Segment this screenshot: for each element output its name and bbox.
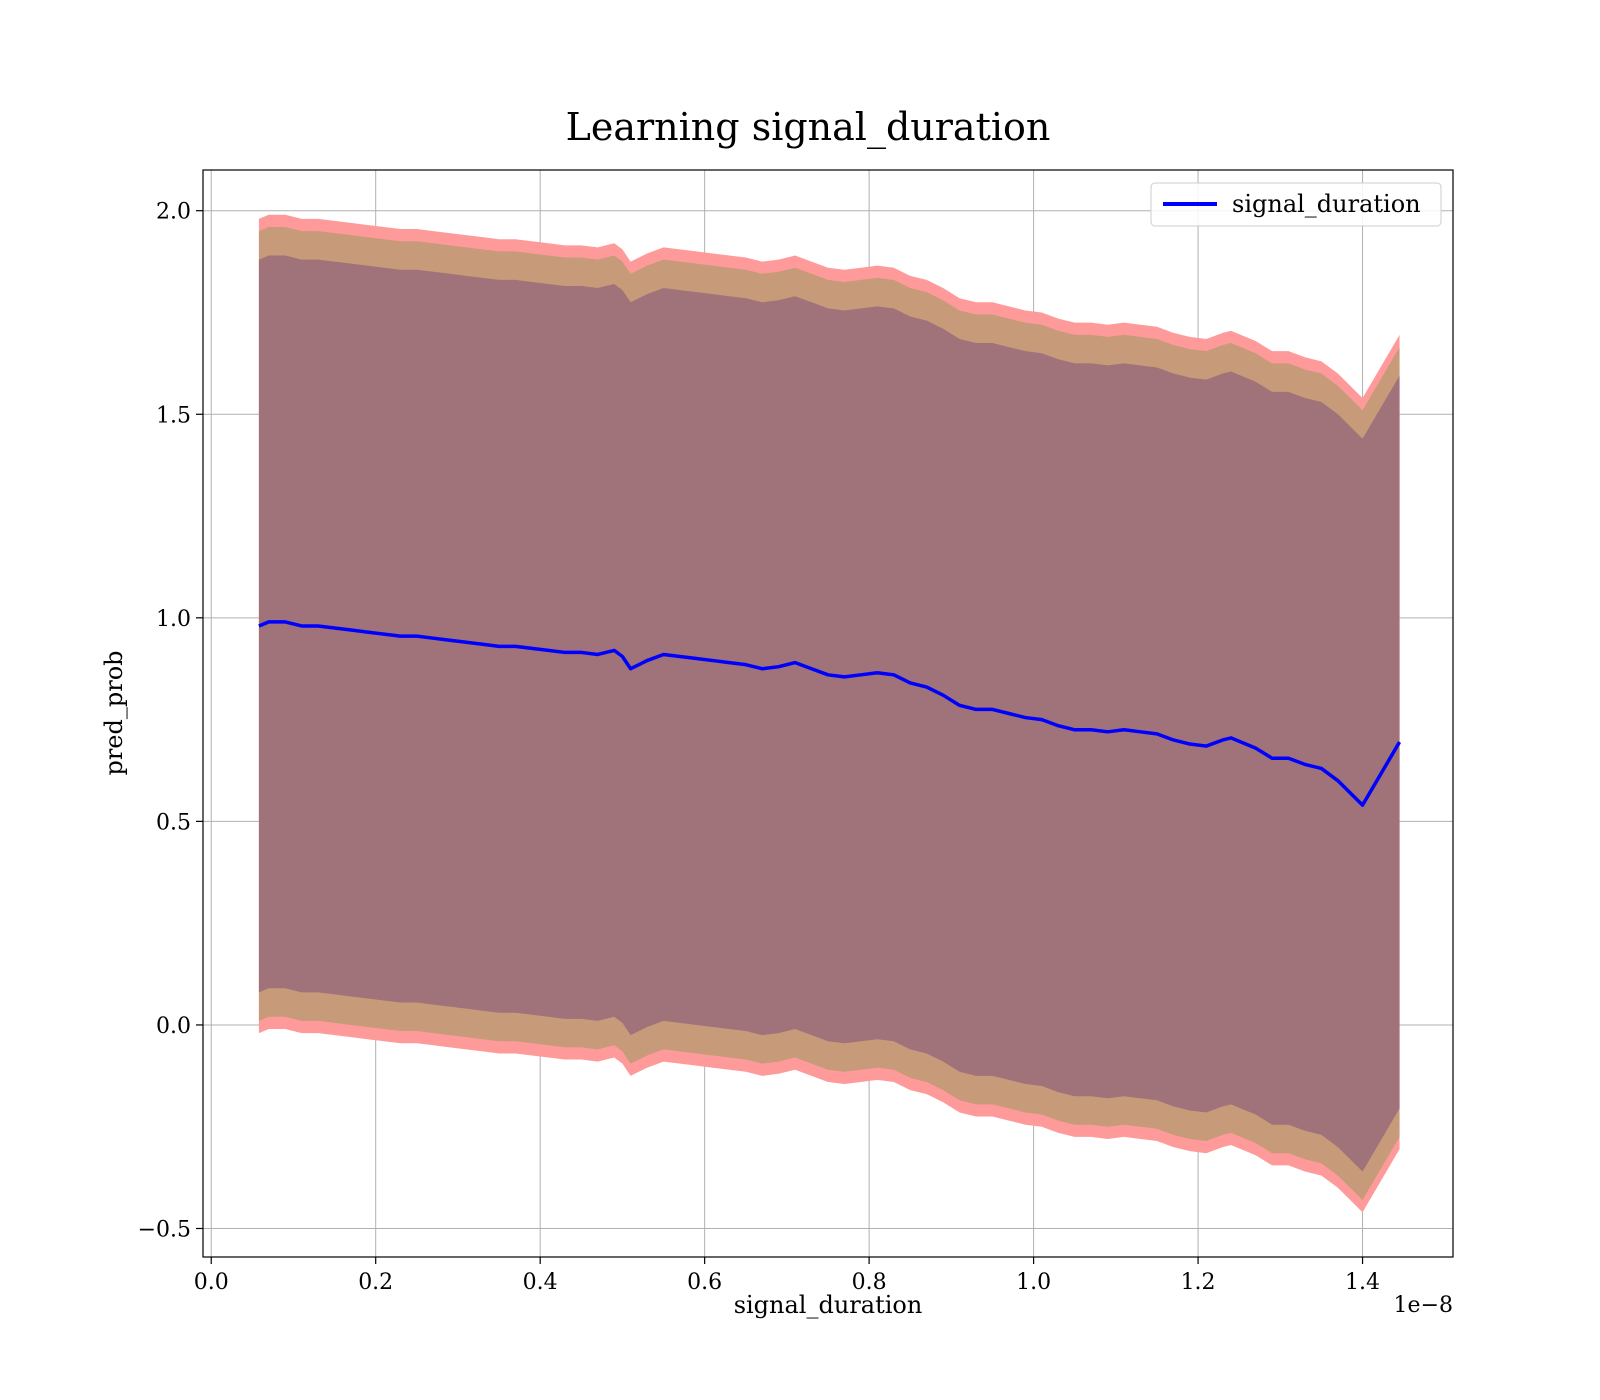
x-tick-label-0: 0.0 — [194, 1270, 229, 1295]
y-tick-label-2: 0.5 — [156, 810, 191, 835]
x-tick-label-1: 0.2 — [358, 1270, 393, 1295]
y-tick-label-1: 0.0 — [156, 1014, 191, 1039]
y-tick-label-0: −0.5 — [138, 1218, 191, 1243]
x-tick-label-4: 0.8 — [852, 1270, 887, 1295]
x-tick-label-3: 0.6 — [687, 1270, 722, 1295]
tick-layer: 0.0 0.2 0.4 0.6 0.8 1.0 1.2 1.4 −0.5 0.0 0.5 1.0 1.5… — [138, 200, 1380, 1295]
y-axis-label: pred_prob — [100, 650, 128, 775]
y-tick-label-3: 1.0 — [156, 607, 191, 632]
chart-title: Learning signal_duration — [566, 105, 1051, 150]
band-inner — [258, 255, 1400, 1172]
x-tick-label-5: 1.0 — [1016, 1270, 1051, 1295]
series-line-signal-duration — [258, 620, 1402, 807]
y-tick-label-5: 2.0 — [156, 200, 191, 225]
x-tick-label-6: 1.2 — [1181, 1270, 1216, 1295]
legend: signal_duration — [1150, 182, 1442, 227]
x-tick-label-7: 1.4 — [1345, 1270, 1380, 1295]
x-tick-label-2: 0.4 — [523, 1270, 558, 1295]
x-axis-label: signal_duration — [734, 1291, 923, 1319]
y-tick-label-4: 1.5 — [156, 403, 191, 428]
legend-box — [1150, 182, 1442, 227]
legend-label: signal_duration — [1232, 190, 1421, 218]
plot-layer — [203, 170, 1453, 1257]
plot-frame — [202, 169, 1454, 1258]
x-offset-text: 1e−8 — [1394, 1293, 1453, 1318]
